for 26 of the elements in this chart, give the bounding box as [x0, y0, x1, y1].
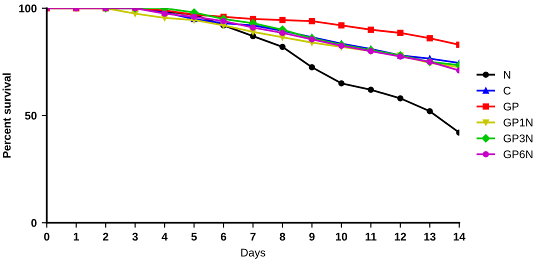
legend-label: C — [504, 86, 511, 95]
y-tick-label: 100 — [19, 4, 37, 12]
legend-label: GP6N — [504, 150, 532, 158]
x-tick-label: 8 — [280, 232, 286, 241]
x-tick-label: 10 — [336, 232, 348, 241]
legend-label: GP1N — [504, 118, 532, 126]
x-tick-label: 3 — [132, 232, 138, 241]
x-tick-label: 2 — [102, 232, 108, 241]
y-axis-title: Percent survival — [2, 73, 11, 158]
x-tick-label: 12 — [394, 232, 406, 241]
y-tick-label: 50 — [25, 112, 37, 120]
legend-label: GP3N — [504, 134, 532, 142]
x-tick-label: 14 — [454, 232, 466, 241]
legend-label: GP — [504, 102, 519, 111]
x-tick-label: 6 — [220, 232, 226, 241]
x-tick-label: 4 — [162, 232, 168, 241]
x-tick-label: 5 — [191, 232, 197, 241]
x-tick-label: 11 — [366, 232, 376, 241]
x-tick-label: 0 — [44, 232, 50, 241]
x-tick-label: 7 — [250, 232, 256, 241]
x-tick-label: 9 — [309, 232, 315, 241]
legend-label: N — [504, 70, 510, 79]
x-axis-title: Days — [241, 248, 266, 259]
x-tick-label: 1 — [74, 232, 79, 241]
x-tick-label: 13 — [424, 232, 436, 241]
y-tick-label: 0 — [31, 219, 37, 227]
